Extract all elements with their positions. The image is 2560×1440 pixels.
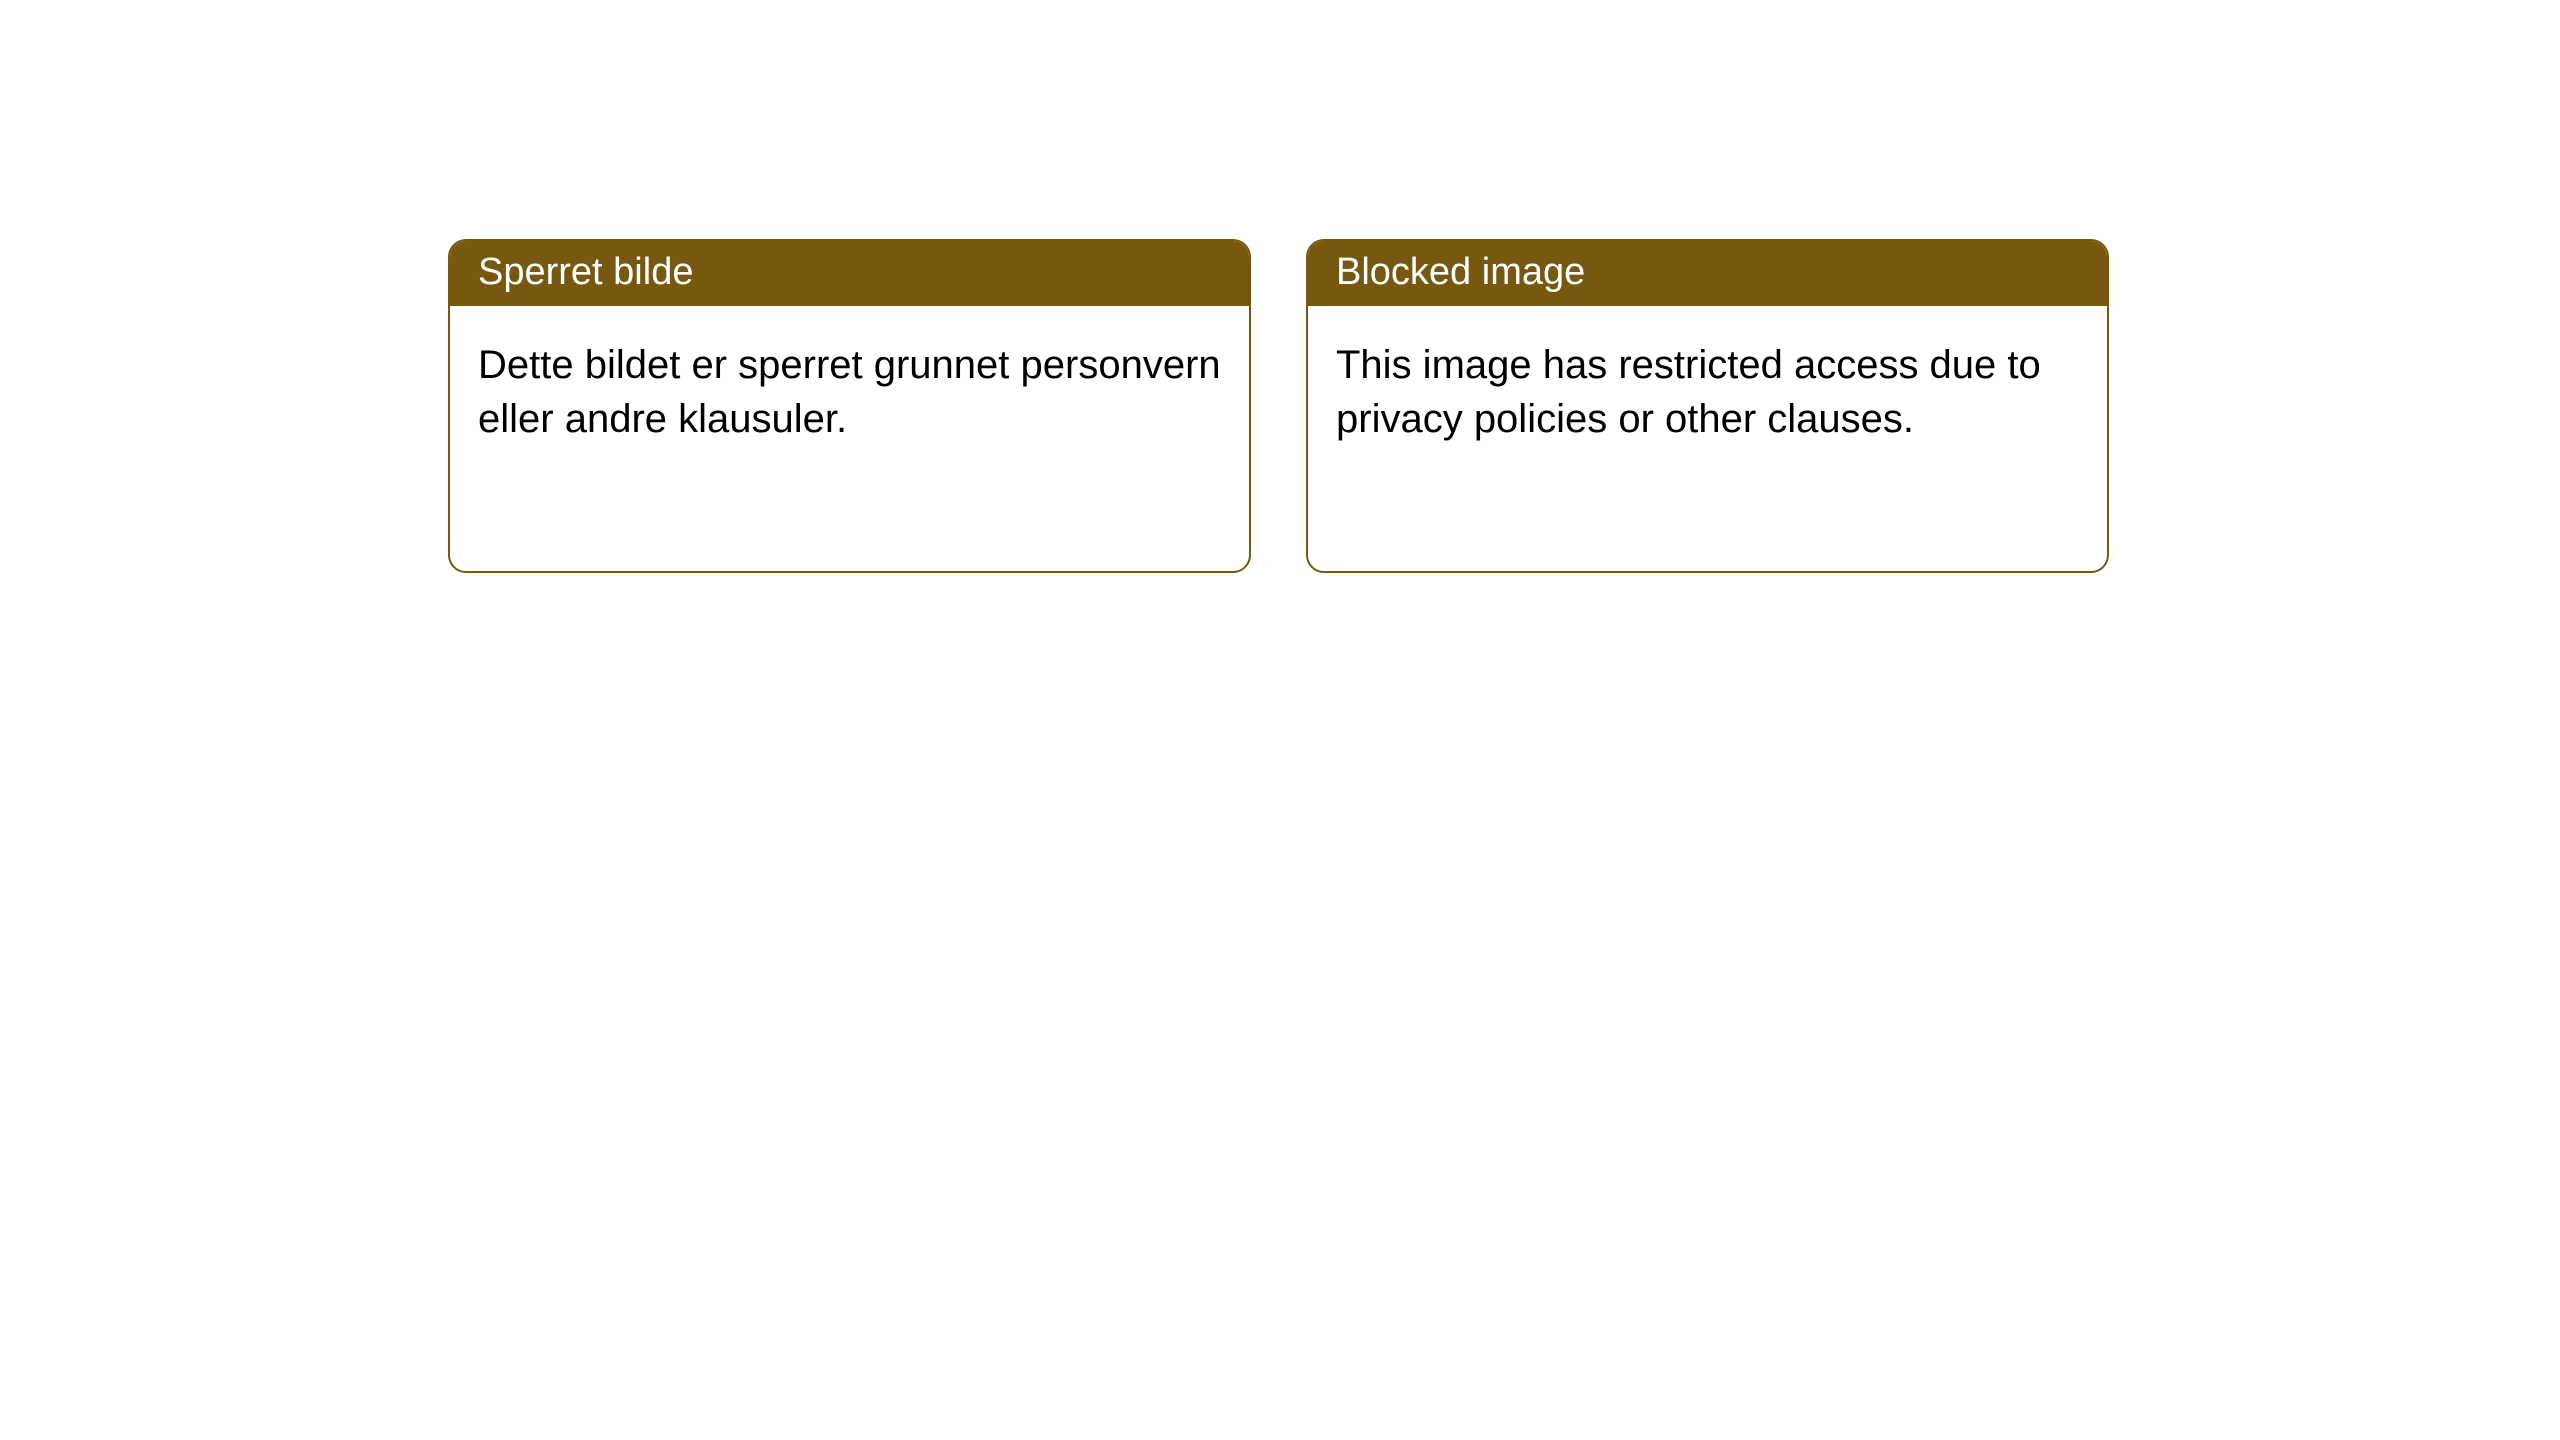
notice-card-no: Sperret bilde Dette bildet er sperret gr… — [448, 239, 1251, 573]
notice-header-en: Blocked image — [1308, 241, 2107, 306]
notice-header-no: Sperret bilde — [450, 241, 1249, 306]
notice-card-en: Blocked image This image has restricted … — [1306, 239, 2109, 573]
notice-body-no: Dette bildet er sperret grunnet personve… — [450, 306, 1249, 571]
notice-container: Sperret bilde Dette bildet er sperret gr… — [448, 239, 2109, 573]
notice-body-en: This image has restricted access due to … — [1308, 306, 2107, 571]
